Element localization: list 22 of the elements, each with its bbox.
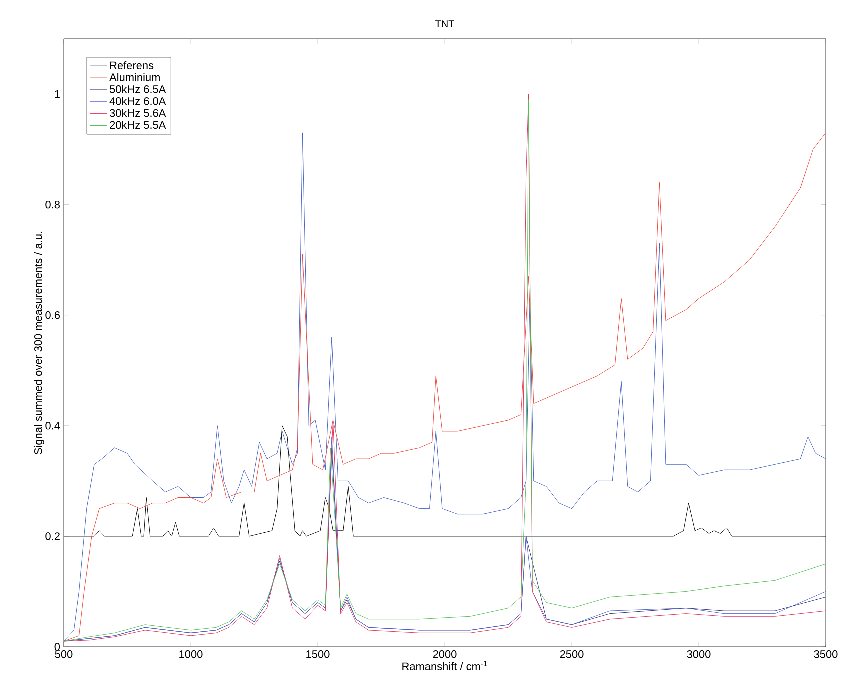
legend-label: Referens <box>110 61 154 70</box>
x-tick-label: 2000 <box>433 650 457 658</box>
legend-label: Aluminium <box>110 73 160 82</box>
legend-label: 30kHz 5.6A <box>110 109 166 118</box>
x-tick-label: 3500 <box>814 650 838 658</box>
y-tick-label: 0 <box>54 643 60 651</box>
y-tick-label: 0.2 <box>46 532 60 540</box>
x-tick-label: 1000 <box>180 650 203 658</box>
x-tick-label: 500 <box>55 650 73 658</box>
legend-label: 50kHz 6.5A <box>110 85 166 94</box>
y-tick-label: 0.8 <box>46 200 60 209</box>
y-tick-label: 0.6 <box>46 311 60 320</box>
y-axis-title: Signal summed over 300 measurements / a.u. <box>34 232 44 455</box>
legend-label: 40kHz 6.0A <box>110 97 166 106</box>
x-tick-label: 3000 <box>687 650 711 658</box>
y-tick-label: 1 <box>55 90 60 98</box>
x-tick-label: 2500 <box>560 650 584 658</box>
legend-label: 20kHz 5.5A <box>110 121 166 130</box>
x-tick-label: 1500 <box>306 650 330 658</box>
chart-title: TNT <box>436 20 454 28</box>
y-tick-label: 0.4 <box>46 422 60 430</box>
x-axis-title: Ramanshift / cm$^{-1}$ <box>402 661 488 670</box>
